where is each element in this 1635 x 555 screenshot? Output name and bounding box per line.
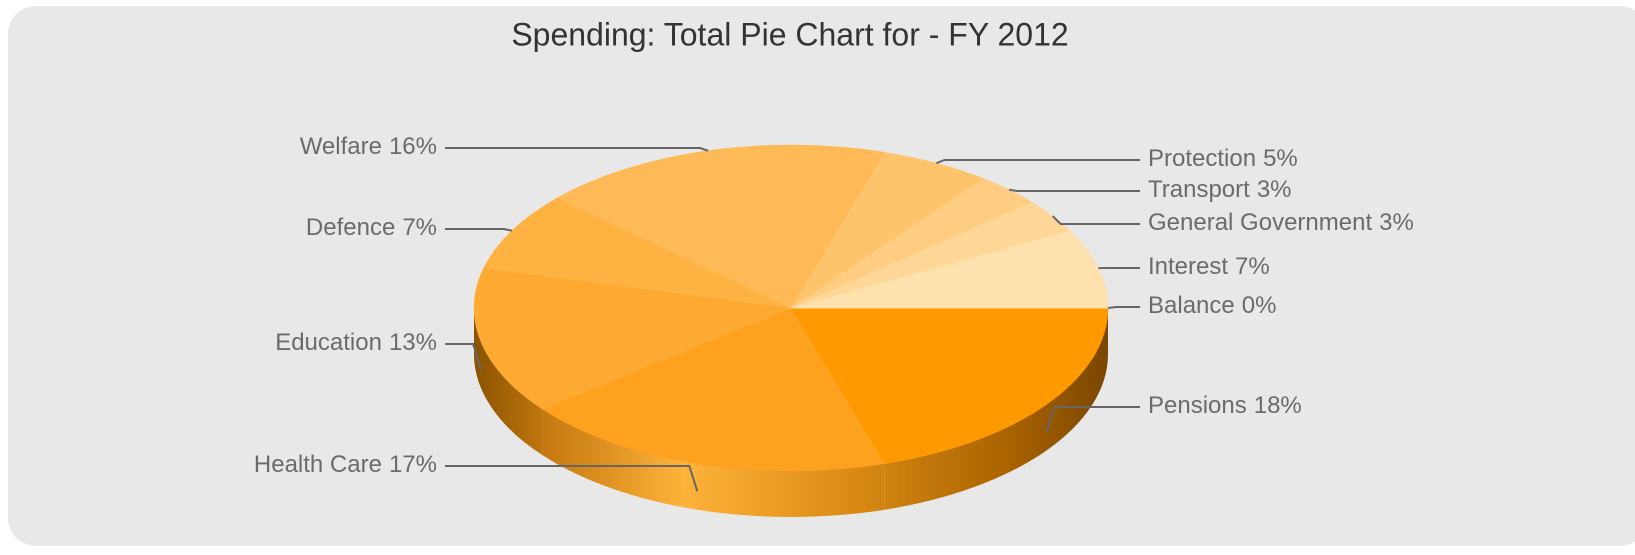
slice-label-name: Defence (306, 214, 395, 241)
slice-label: Balance 0% (1148, 292, 1276, 319)
slice-label-name: General Government (1148, 209, 1372, 236)
slice-label-name: Welfare (300, 133, 382, 160)
slice-label: Defence 7% (306, 214, 437, 241)
slice-label-name: Protection (1148, 145, 1256, 172)
slice-label-value: 13% (389, 329, 437, 356)
slice-label-value: 3% (1379, 209, 1414, 236)
slice-label-value: 17% (389, 451, 437, 478)
slice-label-value: 16% (389, 133, 437, 160)
slice-label-name: Health Care (254, 451, 382, 478)
slice-label-value: 0% (1242, 292, 1277, 319)
slice-label-value: 7% (1235, 253, 1270, 280)
pie-tops (474, 145, 1108, 471)
slice-label: Education 13% (275, 329, 437, 356)
slice-label-value: 5% (1263, 145, 1298, 172)
slice-label-name: Balance (1148, 292, 1235, 319)
slice-label-value: 3% (1257, 176, 1292, 203)
slice-label-name: Interest (1148, 253, 1228, 280)
chart-title: Spending: Total Pie Chart for - FY 2012 (511, 16, 1068, 52)
slice-label-name: Pensions (1148, 392, 1247, 419)
slice-label: Health Care 17% (254, 451, 437, 478)
slice-label-value: 7% (402, 214, 437, 241)
leader-line (1108, 307, 1140, 308)
slice-label: Interest 7% (1148, 253, 1270, 280)
slice-label: Pensions 18% (1148, 392, 1302, 419)
slice-label-name: Education (275, 329, 382, 356)
slice-label: Welfare 16% (300, 133, 437, 160)
slice-label: Transport 3% (1148, 176, 1292, 203)
slice-label-value: 18% (1254, 392, 1302, 419)
slice-label: Protection 5% (1148, 145, 1298, 172)
slice-label-name: Transport (1148, 176, 1250, 203)
